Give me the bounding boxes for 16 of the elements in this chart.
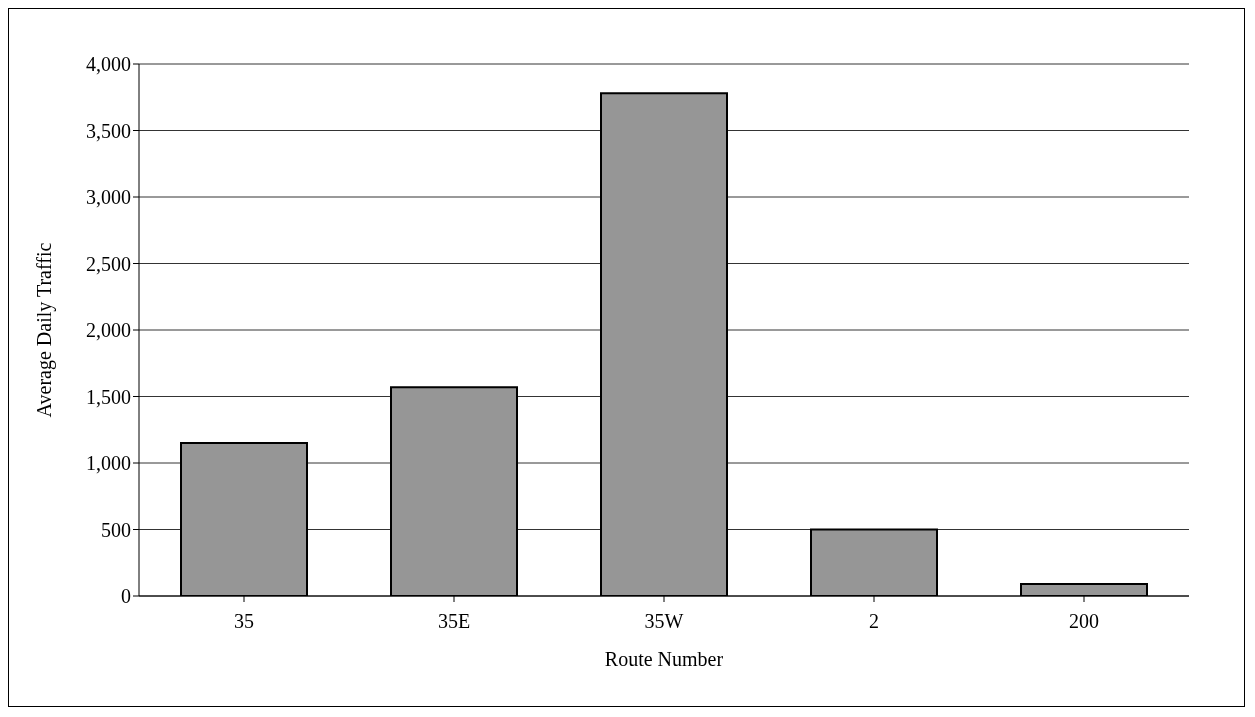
x-tick-label: 2 (869, 610, 879, 633)
x-tick-label: 35 (234, 610, 254, 633)
y-tick-label: 3,000 (86, 186, 131, 209)
x-tick-label: 200 (1069, 610, 1099, 633)
y-tick-label: 2,500 (86, 252, 131, 275)
y-tick-label: 500 (101, 518, 131, 541)
y-tick-label: 1,000 (86, 452, 131, 475)
y-tick-label: 3,500 (86, 119, 131, 142)
x-tick-label: 35W (644, 610, 684, 633)
y-axis-title: Average Daily Traffic (33, 242, 57, 418)
y-tick-label: 1,500 (86, 385, 131, 408)
y-tick-label: 2,000 (86, 319, 131, 342)
y-tick-label: 0 (121, 585, 131, 608)
x-axis-title: Route Number (604, 648, 724, 670)
x-tick-label: 35E (437, 610, 471, 633)
y-tick-label: 4,000 (86, 53, 131, 76)
